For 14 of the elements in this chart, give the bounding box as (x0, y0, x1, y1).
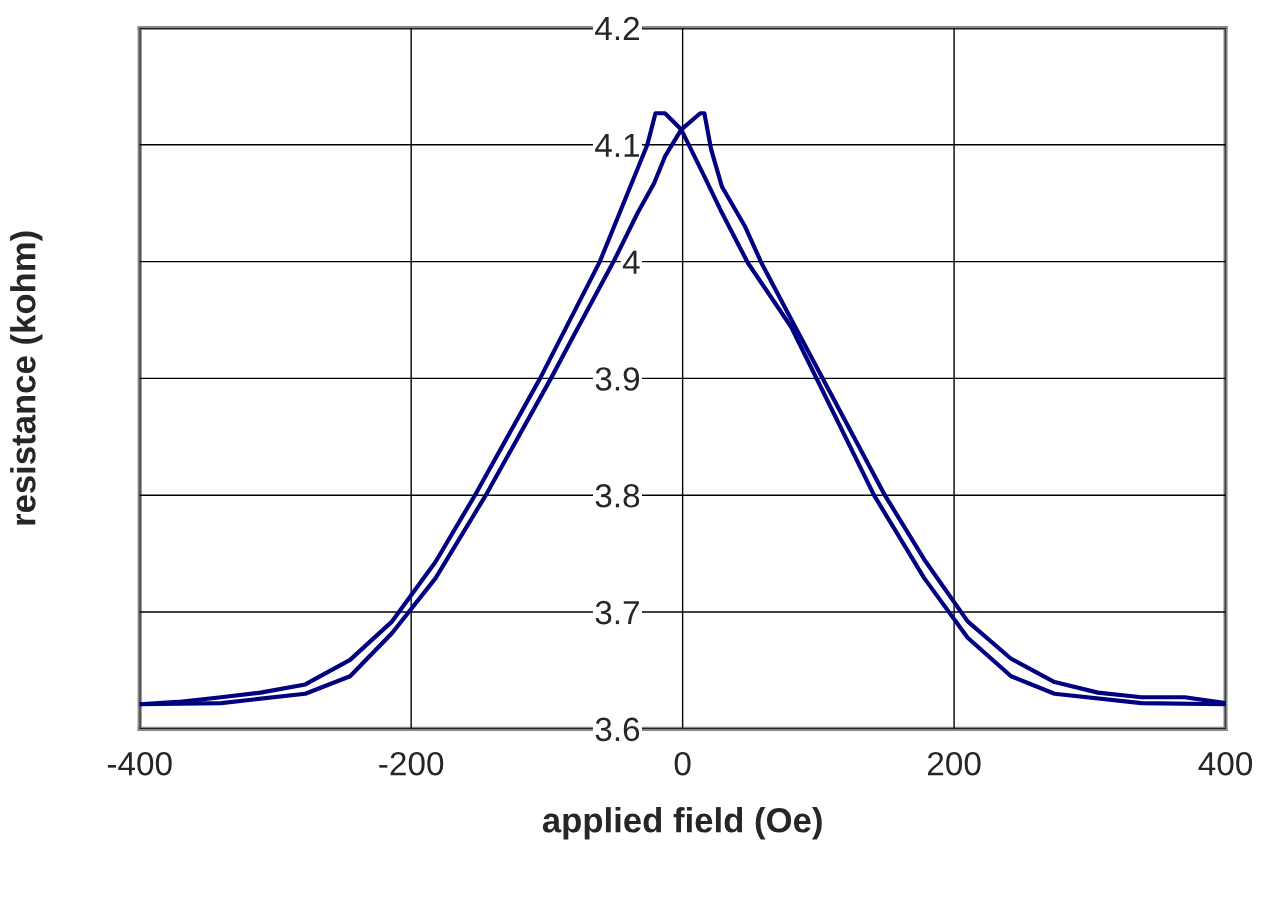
x-tick-label: 400 (1198, 751, 1253, 776)
x-tick-label: 0 (674, 751, 691, 776)
y-tick-label: 4 (622, 250, 640, 274)
y-tick-label: 3.9 (595, 367, 640, 391)
x-tick-label: -200 (379, 751, 444, 776)
x-axis-title: applied field (Oe) (542, 807, 822, 840)
y-tick-label: 3.8 (595, 484, 640, 508)
x-tick-label: 200 (927, 751, 981, 776)
y-axis-title: resistance (kohm) (10, 231, 43, 525)
y-tick-label: 3.6 (595, 717, 640, 742)
x-tick-label: -400 (107, 751, 172, 776)
y-tick-label: 3.7 (595, 600, 639, 625)
y-tick-label: 4.2 (595, 16, 639, 41)
y-tick-label: 4.1 (595, 133, 639, 157)
